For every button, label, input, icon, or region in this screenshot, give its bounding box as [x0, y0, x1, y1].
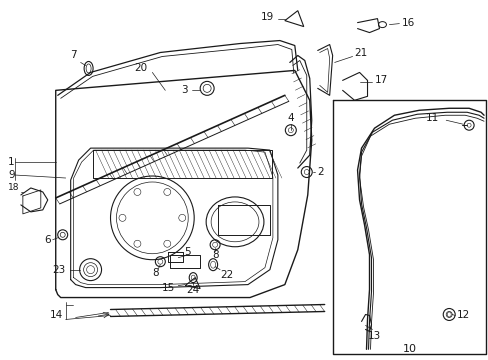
Text: 23: 23 — [52, 265, 65, 275]
Text: 4: 4 — [287, 113, 293, 123]
Text: 3: 3 — [181, 85, 188, 95]
Text: 8: 8 — [211, 250, 218, 260]
Text: 15: 15 — [162, 283, 175, 293]
Text: 1: 1 — [8, 157, 15, 167]
Text: 20: 20 — [134, 63, 147, 73]
Text: 11: 11 — [425, 113, 438, 123]
Text: 22: 22 — [220, 270, 233, 280]
Text: 14: 14 — [49, 310, 62, 320]
Text: 24: 24 — [186, 284, 200, 294]
Text: 6: 6 — [44, 235, 51, 245]
Text: 16: 16 — [401, 18, 414, 28]
Text: 18: 18 — [8, 184, 20, 193]
Text: 12: 12 — [456, 310, 469, 320]
Text: 9: 9 — [8, 170, 15, 180]
Text: 10: 10 — [402, 345, 415, 354]
Text: 2: 2 — [317, 167, 324, 177]
Text: 13: 13 — [367, 332, 380, 341]
Text: 19: 19 — [260, 12, 273, 22]
Text: 5: 5 — [183, 247, 190, 257]
Text: 21: 21 — [354, 49, 367, 58]
Text: 8: 8 — [152, 267, 158, 278]
Text: 17: 17 — [374, 75, 387, 85]
Text: 7: 7 — [70, 50, 77, 60]
